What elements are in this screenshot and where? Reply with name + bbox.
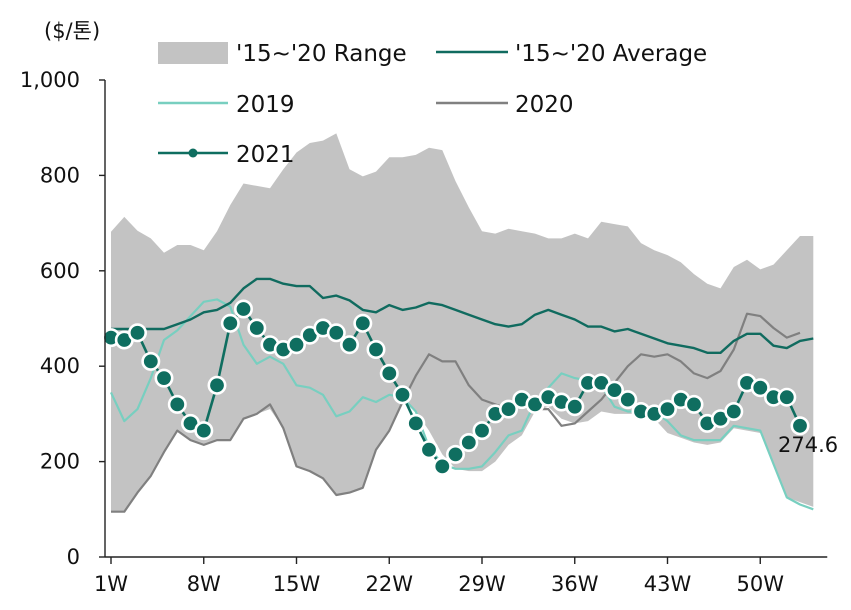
series-2021-point	[618, 390, 638, 410]
series-2021-point	[472, 421, 492, 441]
y-tick-label: 200	[40, 450, 80, 474]
series-2021-point	[339, 335, 359, 355]
series-2021-point	[167, 394, 187, 414]
legend-range-swatch	[158, 42, 228, 64]
series-2021-point	[419, 440, 439, 460]
series-2021-point	[459, 432, 479, 452]
x-tick-label: 22W	[366, 572, 414, 596]
series-2020-line	[111, 312, 801, 513]
series-2021-point	[684, 394, 704, 414]
series-2021-point	[432, 456, 452, 476]
series-2021-point	[154, 368, 174, 388]
y-tick-label: 1,000	[20, 68, 80, 92]
y-tick-label: 600	[40, 259, 80, 283]
series-2021-point	[406, 413, 426, 433]
range-band	[111, 133, 814, 512]
x-tick-label: 29W	[458, 572, 506, 596]
series-2021-point	[353, 313, 373, 333]
series-2021-point	[234, 299, 254, 319]
x-tick-label: 50W	[737, 572, 785, 596]
series-2021-point	[194, 421, 214, 441]
y-tick-label: 0	[67, 545, 80, 569]
series-2019-line	[110, 298, 814, 511]
series-2021-point	[498, 399, 518, 419]
series-2021-point	[604, 380, 624, 400]
y-tick-label: 400	[40, 354, 80, 378]
series-2021-point	[750, 378, 770, 398]
series-2021-point	[247, 318, 267, 338]
series-2021-point	[790, 416, 810, 436]
y-axis-ticks: 0 200 400 600 800 1,000	[20, 68, 105, 569]
x-tick-label: 1W	[94, 572, 128, 596]
legend-2021-marker	[188, 148, 198, 158]
series-2021-point	[777, 387, 797, 407]
y-tick-label: 800	[40, 163, 80, 187]
series-2021-point	[379, 363, 399, 383]
legend-2021-label: 2021	[236, 142, 295, 168]
legend-2019-label: 2019	[236, 92, 295, 118]
x-tick-label: 43W	[644, 572, 692, 596]
series-2021-point	[326, 323, 346, 343]
series-2021-point	[366, 339, 386, 359]
legend-2020-label: 2020	[515, 92, 574, 118]
series-2021-point	[657, 399, 677, 419]
last-value-label: 274.6	[778, 433, 838, 457]
avg-line	[111, 277, 814, 354]
series-2021-layer	[101, 299, 810, 476]
series-2021-point	[724, 401, 744, 421]
series-2021-point	[445, 444, 465, 464]
axes-layer	[104, 80, 828, 558]
series-2021-point	[392, 385, 412, 405]
x-tick-label: 8W	[187, 572, 221, 596]
series-2021-point	[286, 335, 306, 355]
legend: '15~'20 Range '15~'20 Average 2019 2020 …	[158, 41, 707, 168]
x-tick-label: 15W	[273, 572, 321, 596]
legend-avg-label: '15~'20 Average	[515, 41, 707, 67]
x-tick-label: 36W	[551, 572, 599, 596]
series-2021-point	[128, 323, 148, 343]
legend-range-label: '15~'20 Range	[236, 41, 407, 67]
series-2021-point	[565, 397, 585, 417]
series-2021-point	[207, 375, 227, 395]
lines-layer	[110, 277, 814, 513]
x-axis-ticks: 1W 8W 15W 22W 29W 36W 43W 50W	[94, 557, 784, 596]
series-2021-point	[220, 313, 240, 333]
range-band-layer	[111, 133, 814, 512]
series-2021-point	[141, 351, 161, 371]
y-axis-unit-label: ($/톤)	[44, 19, 100, 43]
